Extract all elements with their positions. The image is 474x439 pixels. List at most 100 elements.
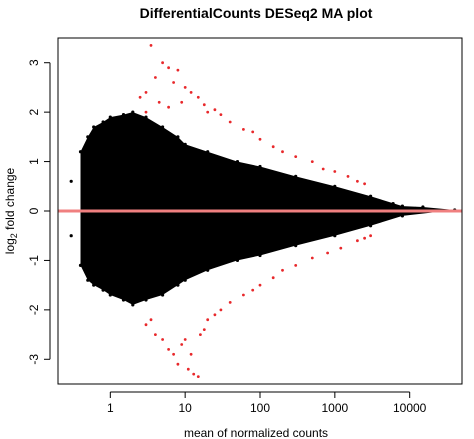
point-significant-11	[157, 100, 161, 104]
point-significant-7	[189, 91, 193, 94]
point-significant-55	[281, 268, 284, 272]
point-significant-8	[196, 95, 200, 99]
point-nonsignificant-3	[86, 278, 90, 282]
x-axis: 1 10 100 1000 10000	[107, 391, 427, 415]
point-significant-57	[310, 256, 314, 260]
x-tick-label-3: 1000	[321, 401, 348, 415]
point-significant-61	[363, 236, 366, 240]
y-tick-label-5: 2	[27, 108, 41, 115]
point-nonsignificant-29	[294, 244, 298, 248]
point-nonsignificant-42	[206, 234, 210, 238]
point-nonsignificant-10	[121, 113, 126, 117]
point-significant-44	[189, 352, 193, 356]
x-axis-label: mean of normalized counts	[184, 426, 328, 439]
point-significant-33	[149, 318, 153, 322]
chart-title: DifferentialCounts DESeq2 MA plot	[140, 5, 373, 21]
point-significant-36	[167, 348, 171, 351]
point-nonsignificant-41	[131, 184, 135, 188]
point-nonsignificant-45	[414, 206, 418, 211]
point-significant-38	[176, 362, 180, 366]
point-significant-21	[251, 130, 255, 134]
point-significant-17	[167, 105, 171, 109]
point-significant-25	[294, 155, 298, 159]
point-nonsignificant-32	[369, 194, 373, 198]
point-nonsignificant-2	[86, 135, 90, 139]
point-significant-54	[271, 276, 275, 280]
point-nonsignificant-21	[183, 278, 187, 282]
point-nonsignificant-31	[333, 234, 337, 238]
point-nonsignificant-1	[78, 263, 83, 267]
y-tick-label-2: -1	[27, 255, 41, 266]
point-significant-45	[199, 333, 202, 336]
point-significant-27	[321, 167, 325, 171]
point-nonsignificant-9	[108, 293, 112, 297]
y-axis-label-rest: fold change	[3, 167, 17, 233]
point-nonsignificant-13	[131, 303, 135, 307]
point-significant-50	[228, 301, 232, 304]
x-tick-label-4: 10000	[393, 401, 427, 415]
point-significant-1	[161, 61, 165, 65]
point-significant-0	[149, 44, 153, 47]
point-nonsignificant-23	[206, 268, 210, 272]
point-significant-16	[206, 110, 210, 114]
point-significant-13	[202, 103, 206, 107]
point-significant-2	[167, 66, 171, 70]
point-nonsignificant-38	[69, 179, 73, 183]
point-nonsignificant-11	[121, 298, 126, 302]
plot-area	[58, 44, 462, 378]
point-nonsignificant-20	[183, 142, 187, 146]
point-significant-58	[326, 251, 329, 255]
point-significant-14	[213, 108, 217, 112]
point-significant-20	[242, 127, 245, 131]
x-tick-label-1: 10	[178, 401, 192, 415]
point-significant-46	[202, 328, 206, 331]
point-significant-39	[180, 343, 184, 346]
x-tick-label-2: 100	[250, 401, 270, 415]
point-significant-18	[144, 110, 148, 114]
point-significant-60	[356, 239, 359, 243]
y-tick-label-0: -3	[27, 354, 41, 365]
point-nonsignificant-7	[101, 288, 105, 292]
point-significant-42	[192, 372, 196, 376]
point-significant-26	[310, 160, 314, 164]
y-axis-label: log2 fold change	[3, 167, 19, 254]
point-significant-51	[242, 293, 245, 297]
y-axis-label-base: log	[3, 238, 17, 254]
point-significant-10	[138, 95, 142, 99]
point-significant-23	[271, 145, 275, 149]
point-significant-43	[196, 375, 200, 378]
point-significant-37	[172, 352, 176, 356]
y-tick-label-1: -2	[27, 304, 41, 315]
point-significant-28	[333, 170, 337, 173]
y-tick-label-6: 3	[27, 59, 41, 66]
point-significant-12	[180, 100, 184, 104]
point-significant-32	[144, 323, 148, 327]
point-significant-48	[213, 313, 217, 317]
point-significant-19	[228, 120, 232, 124]
y-axis: -3 -2 -1 0 1 2 3	[27, 59, 51, 365]
point-nonsignificant-30	[333, 184, 337, 188]
point-nonsignificant-25	[235, 258, 240, 262]
point-significant-6	[183, 86, 187, 89]
point-nonsignificant-24	[235, 160, 240, 164]
point-significant-22	[258, 137, 262, 141]
point-significant-49	[219, 308, 223, 312]
point-significant-59	[339, 246, 343, 250]
point-significant-5	[172, 81, 176, 84]
point-significant-29	[346, 175, 350, 178]
y-tick-label-4: 1	[27, 158, 41, 165]
point-nonsignificant-8	[108, 115, 112, 119]
point-nonsignificant-14	[144, 115, 148, 119]
plot-frame	[57, 37, 463, 385]
point-nonsignificant-18	[176, 135, 180, 139]
point-nonsignificant-4	[92, 125, 96, 129]
point-nonsignificant-17	[161, 293, 165, 297]
point-nonsignificant-15	[144, 298, 148, 302]
point-significant-35	[161, 338, 165, 341]
point-significant-56	[294, 264, 298, 267]
point-nonsignificant-34	[400, 204, 404, 208]
point-significant-24	[281, 150, 284, 154]
point-nonsignificant-16	[161, 125, 165, 129]
point-nonsignificant-28	[294, 174, 298, 178]
